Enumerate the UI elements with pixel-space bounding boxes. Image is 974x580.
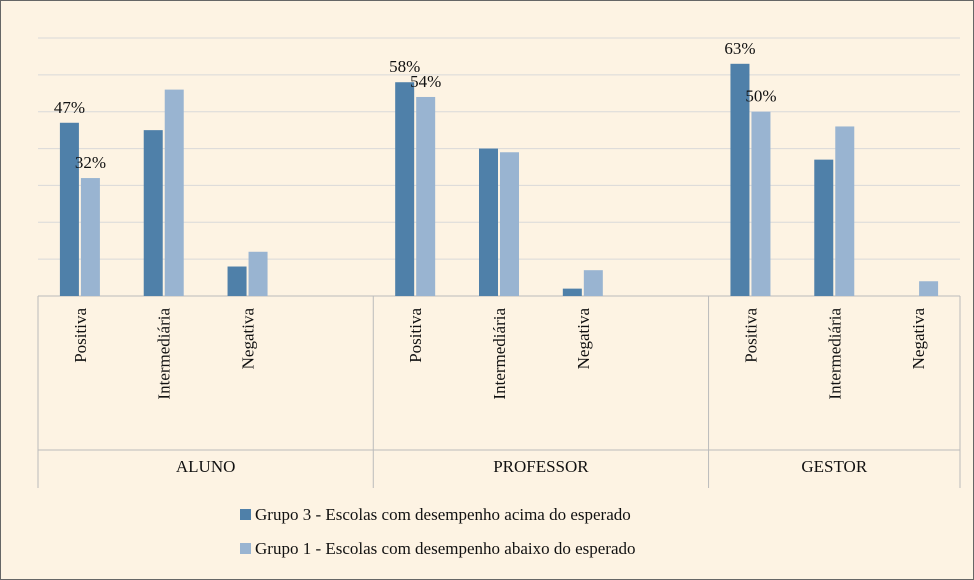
bar [479,148,498,296]
bar [227,266,247,296]
bar [59,122,79,297]
bar [562,288,582,296]
bar [143,130,163,296]
legend-swatch [240,543,251,554]
x-tick-label: Positiva [71,308,90,363]
x-tick-label: Negativa [574,308,593,370]
x-tick-label: Negativa [909,308,928,370]
x-tick-label: Positiva [741,308,760,363]
bar [730,63,750,296]
bar [164,89,184,296]
legend-label: Grupo 3 - Escolas com desempenho acima d… [255,505,631,524]
data-label: 50% [745,87,776,106]
x-tick-label: Intermediária [825,308,844,400]
group-label: ALUNO [176,457,236,476]
data-label: 32% [75,153,106,172]
data-label: 63% [724,39,755,58]
group-label: GESTOR [801,457,867,476]
x-tick-label: Intermediária [155,308,174,400]
data-label: 54% [410,72,441,91]
data-label: 58% [389,57,420,76]
bar [919,281,939,296]
bar [835,126,855,296]
bar [751,111,771,296]
x-tick-label: Positiva [406,308,425,363]
group-label: PROFESSOR [493,457,589,476]
bar [80,178,100,296]
bar [248,251,268,296]
bar [583,270,603,296]
legend-swatch [240,509,251,520]
bar [395,82,415,296]
legend-label: Grupo 1 - Escolas com desempenho abaixo … [255,539,636,558]
data-label: 47% [54,98,85,117]
bar [814,159,834,296]
x-tick-label: Intermediária [490,308,509,400]
bar [500,152,519,296]
x-tick-label: Negativa [239,308,258,370]
bar [416,96,436,296]
